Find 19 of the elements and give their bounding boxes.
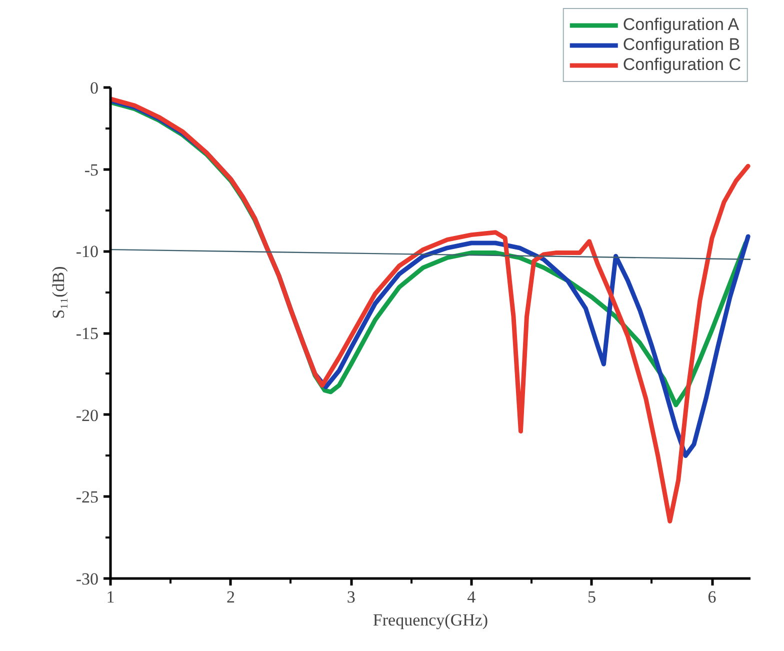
x-tick-label: 6 (708, 588, 716, 606)
y-tick-label: -30 (76, 570, 99, 588)
y-tick-label: -25 (76, 488, 99, 507)
legend-label: Configuration B (622, 35, 740, 55)
legend-label: Configuration C (622, 55, 741, 75)
x-tick-label: 4 (467, 588, 476, 606)
y-tick-label: -15 (76, 324, 99, 344)
line-series (110, 96, 750, 524)
y-tick-label: -5 (84, 160, 99, 180)
x-tick-label: 1 (106, 588, 115, 606)
legend-label: Configuration A (622, 15, 740, 35)
y-axis-title: S₁₁(dB) (48, 266, 68, 319)
y-tick-label: 0 (90, 78, 98, 98)
x-tick-label: 3 (346, 588, 356, 606)
x-tick-label: 2 (226, 588, 236, 606)
x-axis-title: Frequency(GHz) (372, 610, 488, 630)
y-tick-label: -20 (76, 406, 99, 425)
y-tick-label: -10 (76, 242, 99, 262)
x-tick-label: 5 (587, 588, 596, 606)
